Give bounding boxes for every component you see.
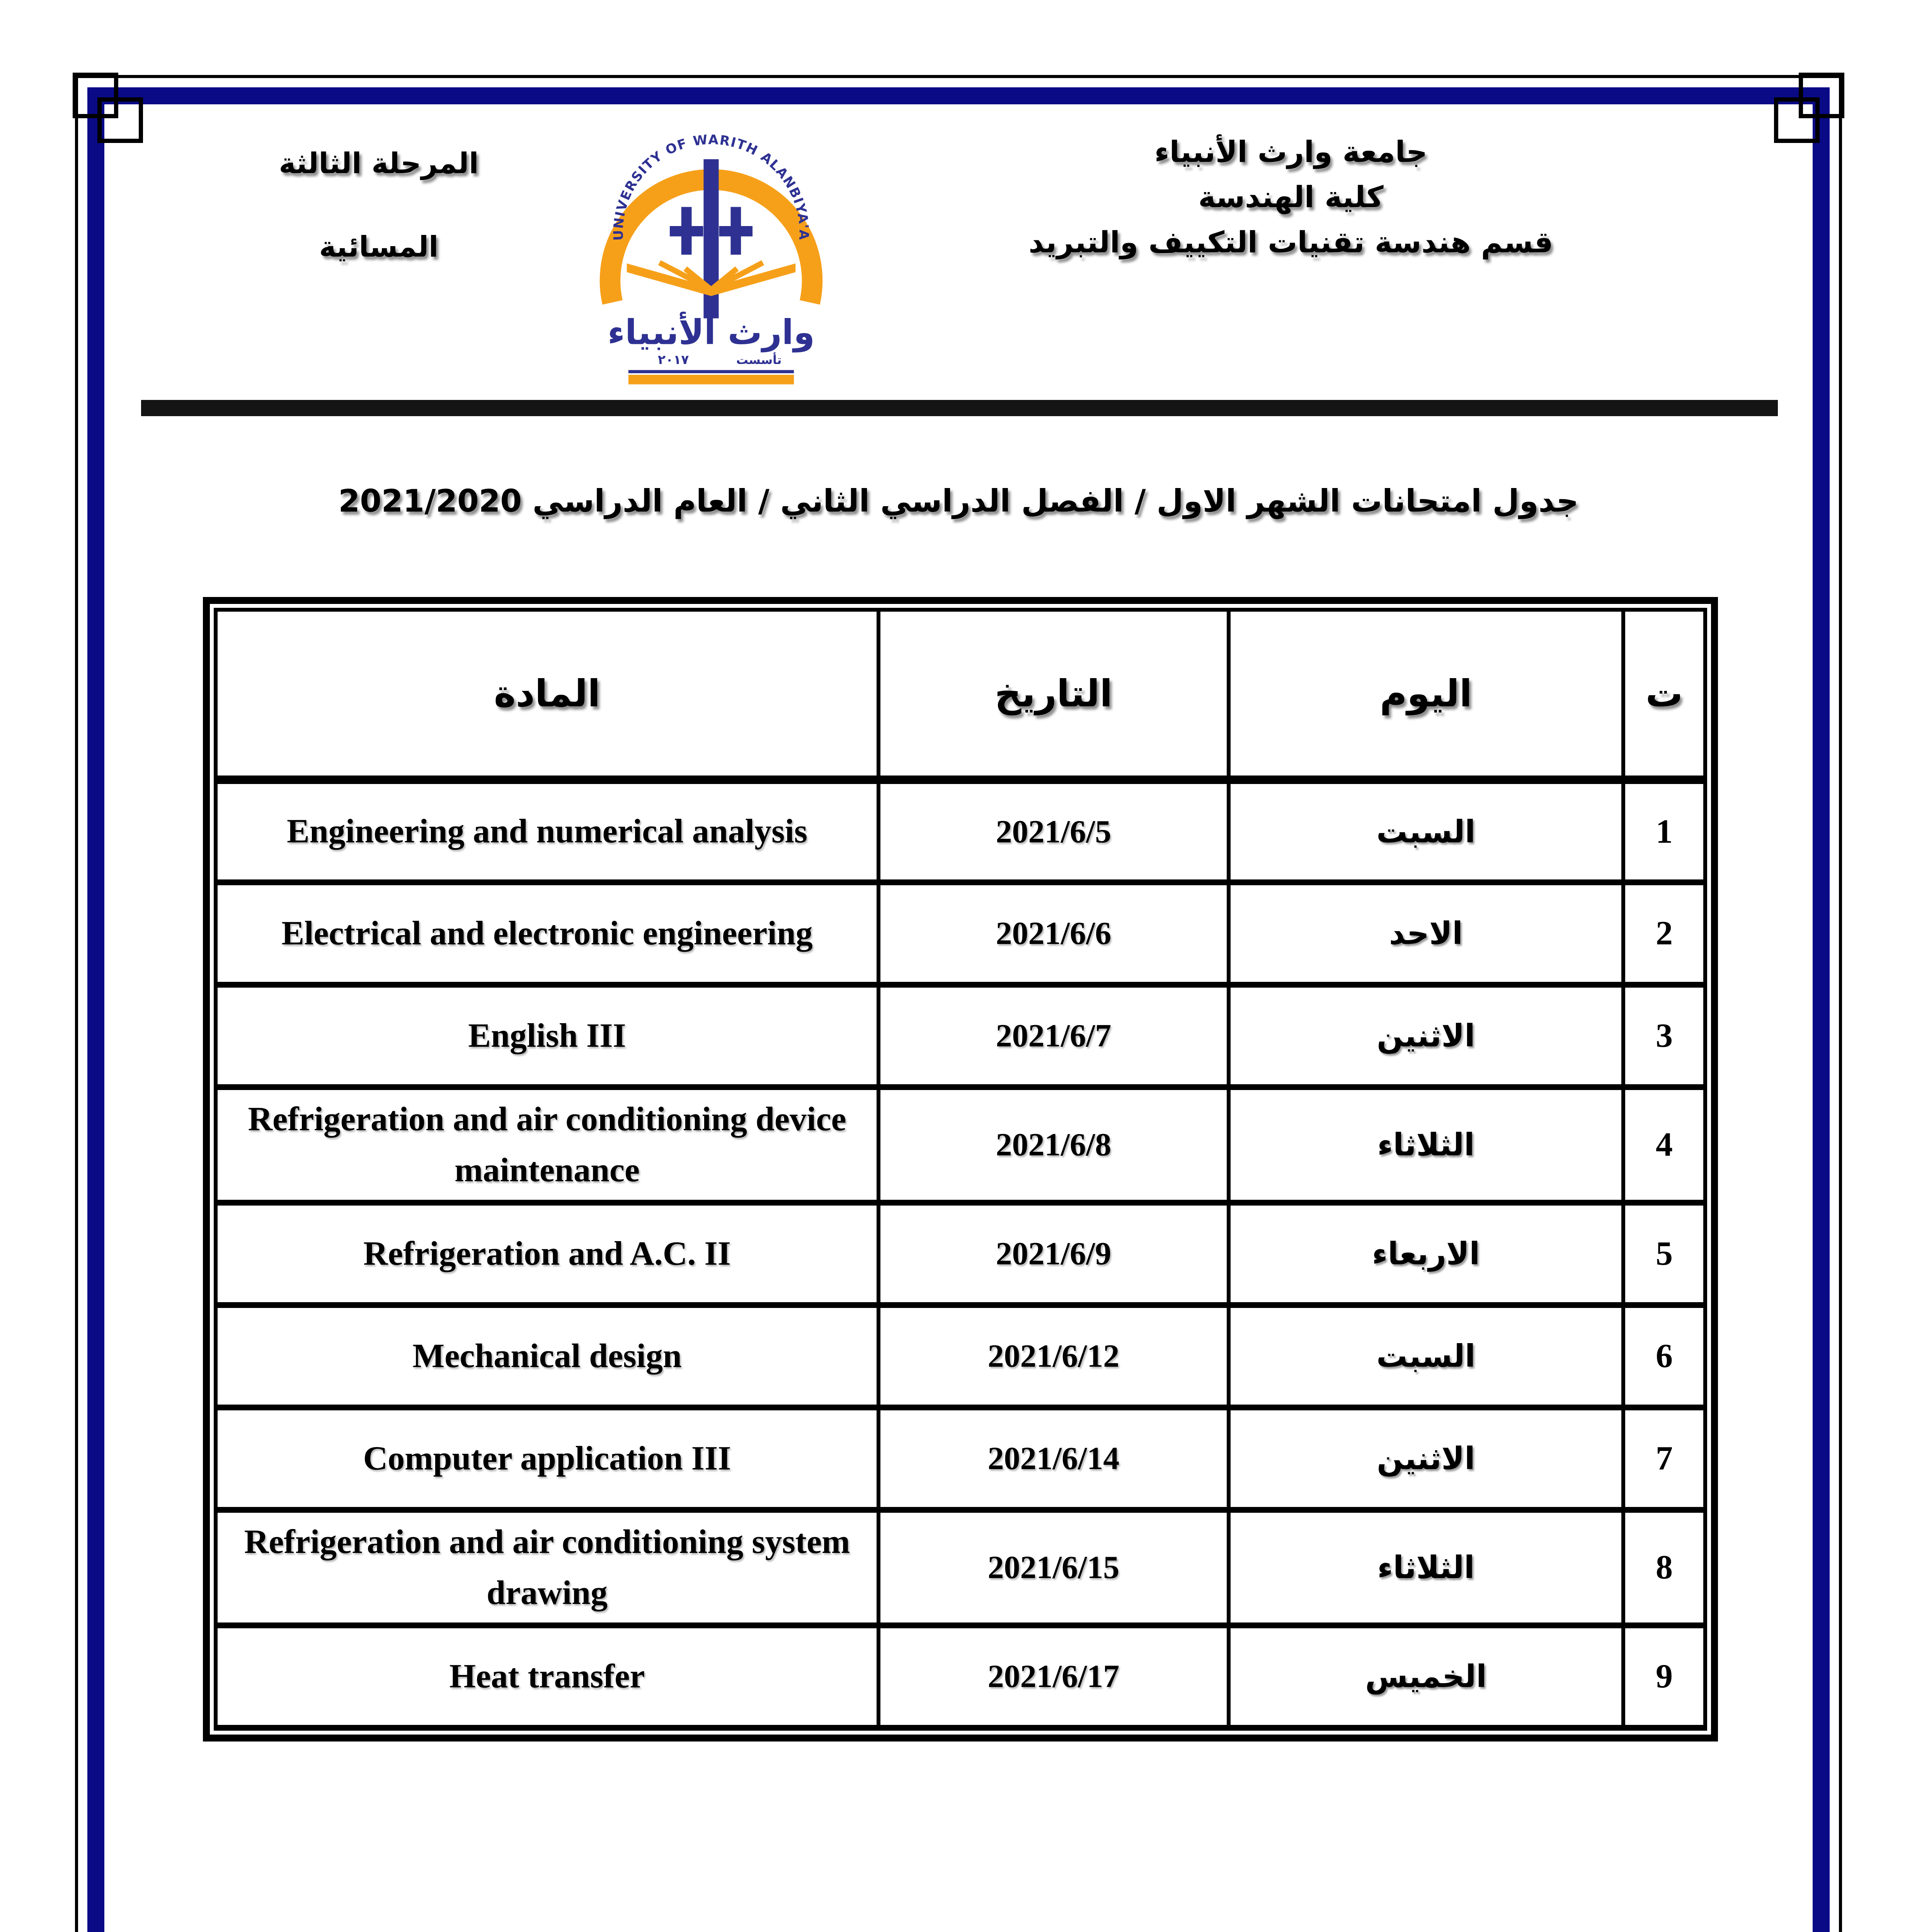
cell-day: الاربعاء [1226, 1199, 1626, 1308]
cell-date: 2021/6/12 [877, 1302, 1231, 1410]
logo-calligraphy-stroke [669, 226, 703, 236]
cell-subject: Engineering and numerical analysis [213, 777, 881, 885]
cell-index: 7 [1621, 1404, 1707, 1513]
column-header-day: اليوم [1226, 608, 1626, 784]
cell-index: 8 [1621, 1507, 1707, 1628]
cell-date: 2021/6/15 [877, 1507, 1231, 1628]
cell-index: 6 [1621, 1302, 1707, 1410]
header-separator-bar [141, 400, 1778, 416]
university-logo: UNIVERSITY OF WARITH ALANBIYA'A وارث الأ… [591, 131, 831, 403]
stage-label: المرحلة الثالثة [279, 147, 479, 180]
table-row: 8 الثلاثاء 2021/6/15 Refrigeration and a… [213, 1507, 1707, 1628]
border-corner-ornament [1799, 73, 1844, 118]
logo-base-line [628, 370, 794, 373]
border-corner-ornament [97, 97, 143, 143]
stage-block: المرحلة الثالثة المسائية [166, 124, 591, 264]
logo-base-bar [628, 375, 794, 384]
table-row: 6 السبت 2021/6/12 Mechanical design [213, 1302, 1707, 1410]
cell-date: 2021/6/5 [877, 777, 1231, 885]
cell-subject: Heat transfer [213, 1622, 881, 1731]
cell-day: السبت [1226, 1302, 1626, 1410]
cell-date: 2021/6/14 [877, 1404, 1231, 1513]
exam-schedule-table: ت اليوم التاريخ المادة 1 السبت 2021/6/5 … [213, 608, 1707, 1731]
table-row: 7 الاثنين 2021/6/14 Computer application… [213, 1404, 1707, 1513]
border-corner-ornament [1774, 97, 1820, 143]
table-row: 5 الاربعاء 2021/6/9 Refrigeration and A.… [213, 1199, 1707, 1308]
column-header-index: ت [1621, 608, 1707, 784]
cell-subject: Refrigeration and air conditioning devic… [213, 1084, 881, 1206]
university-logo-emblem: UNIVERSITY OF WARITH ALANBIYA'A وارث الأ… [599, 132, 823, 384]
column-header-date: التاريخ [877, 608, 1231, 784]
table-row: 2 الاحد 2021/6/6 Electrical and electron… [213, 879, 1707, 988]
exam-schedule-table-frame: ت اليوم التاريخ المادة 1 السبت 2021/6/5 … [203, 597, 1718, 1742]
table-row: 4 الثلاثاء 2021/6/8 Refrigeration and ai… [213, 1084, 1707, 1206]
page-title: جدول امتحانات الشهر الاول / الفصل الدراس… [338, 483, 1579, 519]
cell-date: 2021/6/6 [877, 879, 1231, 988]
cell-index: 9 [1621, 1622, 1707, 1731]
table-header-row: ت اليوم التاريخ المادة [213, 608, 1707, 784]
column-header-subject: المادة [213, 608, 881, 784]
university-name: جامعة وارث الأنبياء [1154, 134, 1428, 169]
border-corner-ornament [73, 73, 118, 118]
cell-date: 2021/6/9 [877, 1199, 1231, 1308]
institution-block: جامعة وارث الأنبياء كلية الهندسة قسم هند… [831, 124, 1751, 259]
cell-day: الثلاثاء [1226, 1507, 1626, 1628]
cell-index: 5 [1621, 1199, 1707, 1308]
logo-founded-year: ٢٠١٧ [658, 352, 689, 367]
cell-index: 2 [1621, 879, 1707, 988]
cell-date: 2021/6/8 [877, 1084, 1231, 1206]
logo-calligraphy-stroke [719, 226, 753, 236]
logo-founded-label: تأسست [736, 352, 782, 367]
shift-label: المسائية [319, 230, 439, 264]
college-name: كلية الهندسة [1198, 180, 1384, 214]
cell-day: الاحد [1226, 879, 1626, 988]
table-row: 9 الخميس 2021/6/17 Heat transfer [213, 1622, 1707, 1731]
department-name: قسم هندسة تقنيات التكييف والتبريد [1028, 225, 1553, 259]
cell-subject: Refrigeration and A.C. II [213, 1199, 881, 1308]
table-row: 3 الاثنين 2021/6/7 English III [213, 981, 1707, 1090]
cell-index: 3 [1621, 981, 1707, 1090]
cell-subject: Computer application III [213, 1404, 881, 1513]
page-border-thin-frame [75, 75, 1842, 1932]
table-row: 1 السبت 2021/6/5 Engineering and numeric… [213, 777, 1707, 885]
page-border-navy-band [87, 87, 1830, 1932]
cell-day: الخميس [1226, 1622, 1626, 1731]
cell-day: السبت [1226, 777, 1626, 885]
cell-index: 1 [1621, 777, 1707, 885]
document-header: المرحلة الثالثة المسائية UNIVERSITY OF W… [166, 124, 1751, 403]
cell-date: 2021/6/7 [877, 981, 1231, 1090]
logo-book-pages [658, 260, 764, 293]
cell-day: الاثنين [1226, 981, 1626, 1090]
cell-subject: English III [213, 981, 881, 1090]
cell-subject: Refrigeration and air conditioning syste… [213, 1507, 881, 1628]
cell-subject: Mechanical design [213, 1302, 881, 1410]
cell-day: الثلاثاء [1226, 1084, 1626, 1206]
cell-index: 4 [1621, 1084, 1707, 1206]
logo-calligraphy-name: وارث الأنبياء [608, 312, 815, 353]
cell-date: 2021/6/17 [877, 1622, 1231, 1731]
cell-subject: Electrical and electronic engineering [213, 879, 881, 988]
cell-day: الاثنين [1226, 1404, 1626, 1513]
